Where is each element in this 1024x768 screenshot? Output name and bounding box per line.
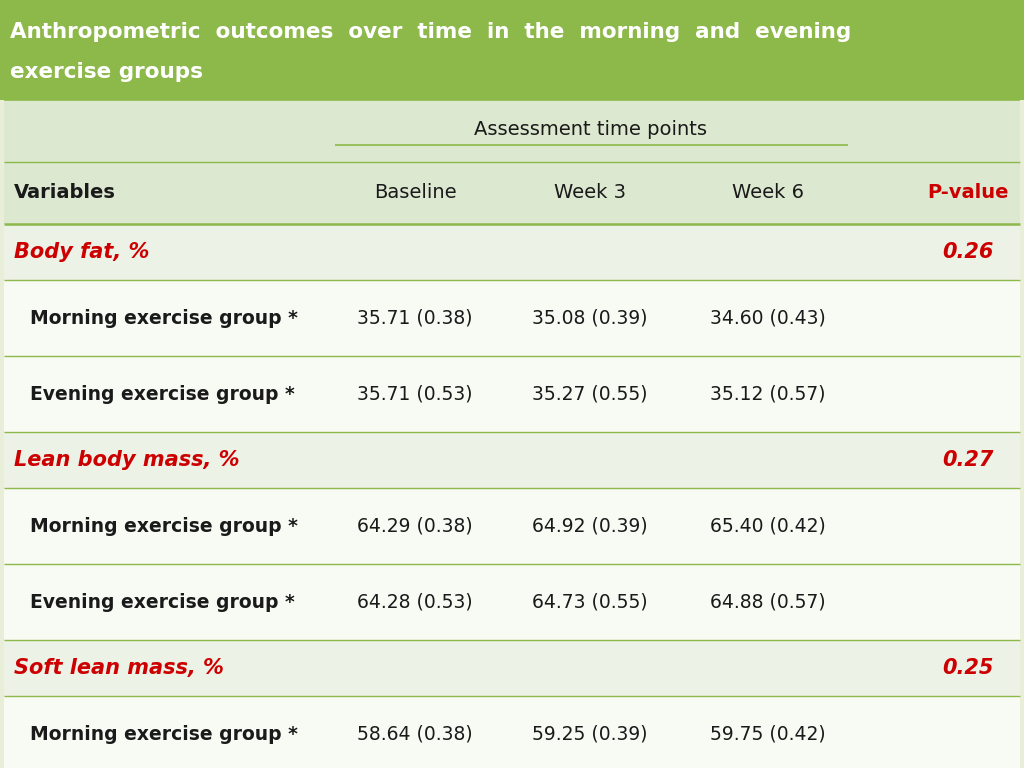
Text: Soft lean mass, %: Soft lean mass, %	[14, 658, 224, 678]
Text: Lean body mass, %: Lean body mass, %	[14, 450, 240, 470]
Text: 59.25 (0.39): 59.25 (0.39)	[532, 724, 648, 743]
Text: Morning exercise group *: Morning exercise group *	[30, 724, 298, 743]
Text: Variables: Variables	[14, 184, 116, 203]
Text: P-value: P-value	[928, 184, 1009, 203]
Text: Evening exercise group *: Evening exercise group *	[30, 592, 295, 611]
Bar	[4, 696, 1020, 768]
Text: 35.71 (0.38): 35.71 (0.38)	[357, 309, 473, 327]
Bar	[0, 0, 1024, 100]
Text: Assessment time points: Assessment time points	[474, 121, 708, 139]
Bar	[4, 162, 1020, 224]
Bar	[4, 432, 1020, 488]
Bar	[4, 100, 1020, 768]
Text: 35.27 (0.55): 35.27 (0.55)	[532, 385, 648, 403]
Text: 0.25: 0.25	[942, 658, 993, 678]
Text: 64.73 (0.55): 64.73 (0.55)	[532, 592, 648, 611]
Bar	[4, 356, 1020, 432]
Bar	[4, 100, 1020, 162]
Bar	[4, 280, 1020, 356]
Text: Evening exercise group *: Evening exercise group *	[30, 385, 295, 403]
Bar	[4, 224, 1020, 280]
Text: Anthropometric  outcomes  over  time  in  the  morning  and  evening: Anthropometric outcomes over time in the…	[10, 22, 851, 42]
Text: Baseline: Baseline	[374, 184, 457, 203]
Text: exercise groups: exercise groups	[10, 62, 203, 82]
Text: Week 3: Week 3	[554, 184, 626, 203]
Bar	[4, 564, 1020, 640]
Text: 0.26: 0.26	[942, 242, 993, 262]
Text: Body fat, %: Body fat, %	[14, 242, 150, 262]
Text: 35.08 (0.39): 35.08 (0.39)	[532, 309, 648, 327]
Text: 35.12 (0.57): 35.12 (0.57)	[711, 385, 825, 403]
Text: 0.27: 0.27	[942, 450, 993, 470]
Text: Morning exercise group *: Morning exercise group *	[30, 309, 298, 327]
Text: 35.71 (0.53): 35.71 (0.53)	[357, 385, 473, 403]
Text: Week 6: Week 6	[732, 184, 804, 203]
Text: 65.40 (0.42): 65.40 (0.42)	[710, 517, 826, 535]
Text: 34.60 (0.43): 34.60 (0.43)	[710, 309, 826, 327]
Text: 64.92 (0.39): 64.92 (0.39)	[532, 517, 648, 535]
Text: Morning exercise group *: Morning exercise group *	[30, 517, 298, 535]
Text: 64.28 (0.53): 64.28 (0.53)	[357, 592, 473, 611]
Text: 59.75 (0.42): 59.75 (0.42)	[711, 724, 825, 743]
Text: 64.88 (0.57): 64.88 (0.57)	[711, 592, 825, 611]
Text: 58.64 (0.38): 58.64 (0.38)	[357, 724, 473, 743]
Text: 64.29 (0.38): 64.29 (0.38)	[357, 517, 473, 535]
Bar	[4, 640, 1020, 696]
Bar	[4, 488, 1020, 564]
